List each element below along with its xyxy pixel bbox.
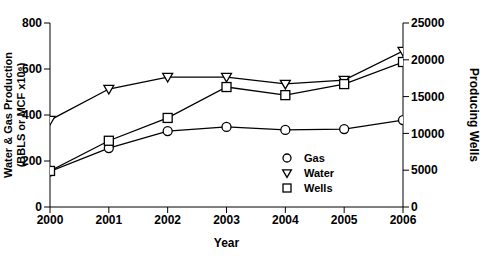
svg-text:200: 200 — [22, 154, 42, 168]
svg-text:20000: 20000 — [411, 53, 445, 67]
svg-text:0: 0 — [411, 200, 418, 214]
svg-text:0: 0 — [35, 200, 42, 214]
html-text:Wells: Wells — [304, 181, 333, 194]
svg-text:2000: 2000 — [37, 213, 64, 227]
svg-text:2001: 2001 — [95, 213, 122, 227]
svg-text:2005: 2005 — [331, 213, 358, 227]
svg-text:2002: 2002 — [154, 213, 181, 227]
html-text:Gas: Gas — [304, 151, 325, 164]
svg-text:Producing Wells: Producing Wells — [467, 68, 476, 162]
svg-text:400: 400 — [22, 108, 42, 122]
svg-text:2003: 2003 — [213, 213, 240, 227]
svg-text:800: 800 — [22, 16, 42, 30]
svg-text:600: 600 — [22, 62, 42, 76]
svg-text:2004: 2004 — [272, 213, 299, 227]
svg-text:10000: 10000 — [411, 127, 445, 141]
svg-text:15000: 15000 — [411, 90, 445, 104]
svg-text:5000: 5000 — [411, 163, 438, 177]
html-text:Water: Water — [304, 166, 335, 179]
svg-text:Year: Year — [214, 236, 240, 250]
svg-text:2006: 2006 — [390, 213, 417, 227]
svg-text:25000: 25000 — [411, 16, 445, 30]
